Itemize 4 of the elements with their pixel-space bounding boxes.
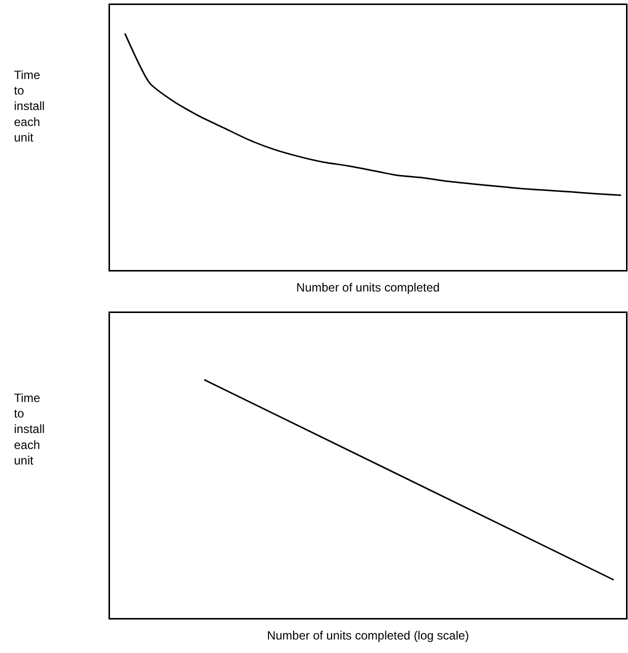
- x-axis-title: Number of units completed: [296, 280, 440, 295]
- x-axis-title: Number of units completed (log scale): [266, 628, 470, 643]
- y-axis-title: Time to install each unit: [14, 68, 45, 144]
- y-axis-title: Time to install each unit: [14, 391, 45, 468]
